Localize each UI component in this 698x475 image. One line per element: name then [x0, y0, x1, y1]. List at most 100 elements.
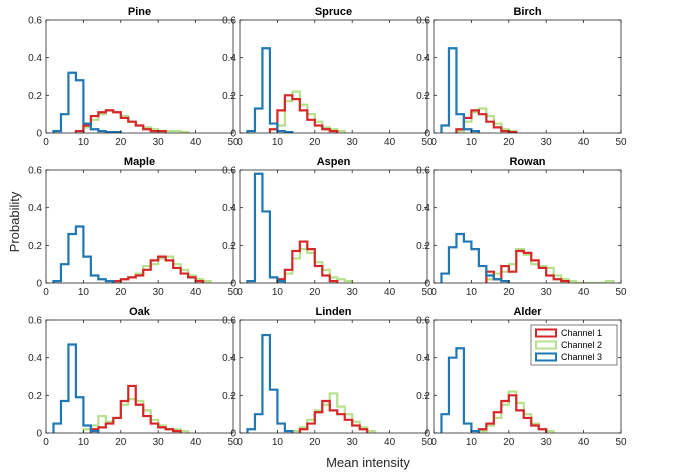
plot-area	[240, 170, 427, 283]
axes-box	[45, 19, 234, 134]
panel-title: Pine	[128, 6, 151, 18]
y-tick-label: 0.4	[28, 203, 42, 214]
legend-label: Channel 1	[561, 328, 602, 338]
y-tick-label: 0.2	[222, 241, 236, 252]
x-tick-label: 50	[421, 287, 433, 298]
x-tick-label: 10	[272, 137, 284, 148]
axes-box	[239, 19, 428, 134]
x-tick-label: 50	[615, 287, 627, 298]
panel-title: Linden	[315, 306, 351, 318]
series-group	[440, 347, 555, 433]
y-tick-label: 0.2	[28, 241, 42, 252]
y-axis-label: Probability	[7, 191, 22, 252]
y-tick-label: 0.6	[28, 16, 42, 27]
x-tick-label: 20	[115, 137, 127, 148]
y-tick-label: 0.6	[416, 16, 430, 27]
panel-title: Maple	[124, 156, 155, 168]
series-channel-1	[276, 240, 339, 283]
axes-box	[45, 319, 234, 434]
series-channel-3	[246, 47, 294, 133]
y-tick-label: 0	[230, 279, 236, 290]
y-tick-label: 0.6	[416, 166, 430, 177]
legend-label: Channel 3	[561, 352, 602, 362]
plot-area	[434, 170, 621, 283]
x-tick-label: 20	[309, 287, 321, 298]
y-tick-label: 0.2	[416, 241, 430, 252]
series-channel-2	[291, 392, 376, 433]
legend: Channel 1 Channel 2 Channel 3	[530, 324, 618, 366]
x-tick-label: 0	[431, 287, 437, 298]
x-tick-label: 40	[190, 137, 202, 148]
y-tick-label: 0.2	[416, 91, 430, 102]
x-tick-label: 20	[115, 437, 127, 448]
series-channel-1	[298, 399, 369, 433]
series-channel-3	[52, 225, 115, 283]
y-tick-label: 0.6	[28, 166, 42, 177]
plot-area	[434, 20, 621, 133]
legend-label: Channel 2	[561, 340, 602, 350]
y-tick-label: 0.4	[222, 353, 236, 364]
series-channel-3	[246, 172, 286, 283]
x-tick-label: 30	[541, 137, 553, 148]
x-tick-label: 10	[272, 287, 284, 298]
x-tick-label: 30	[347, 437, 359, 448]
y-tick-label: 0	[230, 129, 236, 140]
x-tick-label: 0	[237, 287, 243, 298]
x-tick-label: 50	[615, 437, 627, 448]
legend-swatch	[535, 352, 557, 362]
axes-box	[433, 169, 622, 284]
y-tick-label: 0	[424, 129, 430, 140]
axes-box	[239, 319, 428, 434]
x-tick-label: 40	[190, 437, 202, 448]
plot-area	[46, 320, 233, 433]
y-tick-label: 0.6	[416, 316, 430, 327]
y-tick-label: 0.2	[222, 91, 236, 102]
y-tick-label: 0.4	[416, 203, 430, 214]
panel-title: Alder	[513, 306, 542, 318]
x-tick-label: 30	[153, 287, 165, 298]
legend-swatch	[535, 328, 557, 338]
series-channel-1	[477, 394, 548, 433]
series-group	[52, 343, 190, 433]
x-tick-label: 20	[309, 137, 321, 148]
x-tick-label: 30	[347, 137, 359, 148]
x-tick-label: 30	[541, 437, 553, 448]
x-tick-label: 40	[578, 437, 590, 448]
series-channel-1	[89, 384, 182, 433]
y-tick-label: 0	[424, 429, 430, 440]
x-tick-label: 20	[503, 287, 515, 298]
x-tick-label: 20	[309, 437, 321, 448]
y-tick-label: 0	[36, 279, 42, 290]
y-tick-label: 0.6	[28, 316, 42, 327]
x-tick-label: 20	[503, 137, 515, 148]
y-tick-label: 0.6	[222, 316, 236, 327]
x-tick-label: 30	[541, 287, 553, 298]
series-channel-3	[52, 343, 100, 433]
series-group	[246, 47, 346, 133]
y-tick-label: 0.4	[28, 353, 42, 364]
x-tick-label: 50	[421, 137, 433, 148]
y-tick-label: 0.6	[222, 16, 236, 27]
legend-box	[530, 324, 618, 366]
y-tick-label: 0.4	[222, 53, 236, 64]
x-tick-label: 50	[615, 137, 627, 148]
x-tick-label: 10	[466, 287, 478, 298]
x-tick-label: 40	[578, 287, 590, 298]
x-tick-label: 0	[237, 437, 243, 448]
x-tick-label: 10	[78, 137, 90, 148]
series-channel-3	[440, 47, 480, 133]
x-tick-label: 0	[237, 137, 243, 148]
series-group	[52, 225, 212, 283]
axes-box	[433, 19, 622, 134]
x-tick-label: 40	[384, 287, 396, 298]
x-tick-label: 0	[43, 437, 49, 448]
panel-title: Rowan	[509, 156, 545, 168]
x-tick-label: 40	[384, 437, 396, 448]
x-tick-label: 40	[190, 287, 202, 298]
x-tick-label: 0	[43, 137, 49, 148]
